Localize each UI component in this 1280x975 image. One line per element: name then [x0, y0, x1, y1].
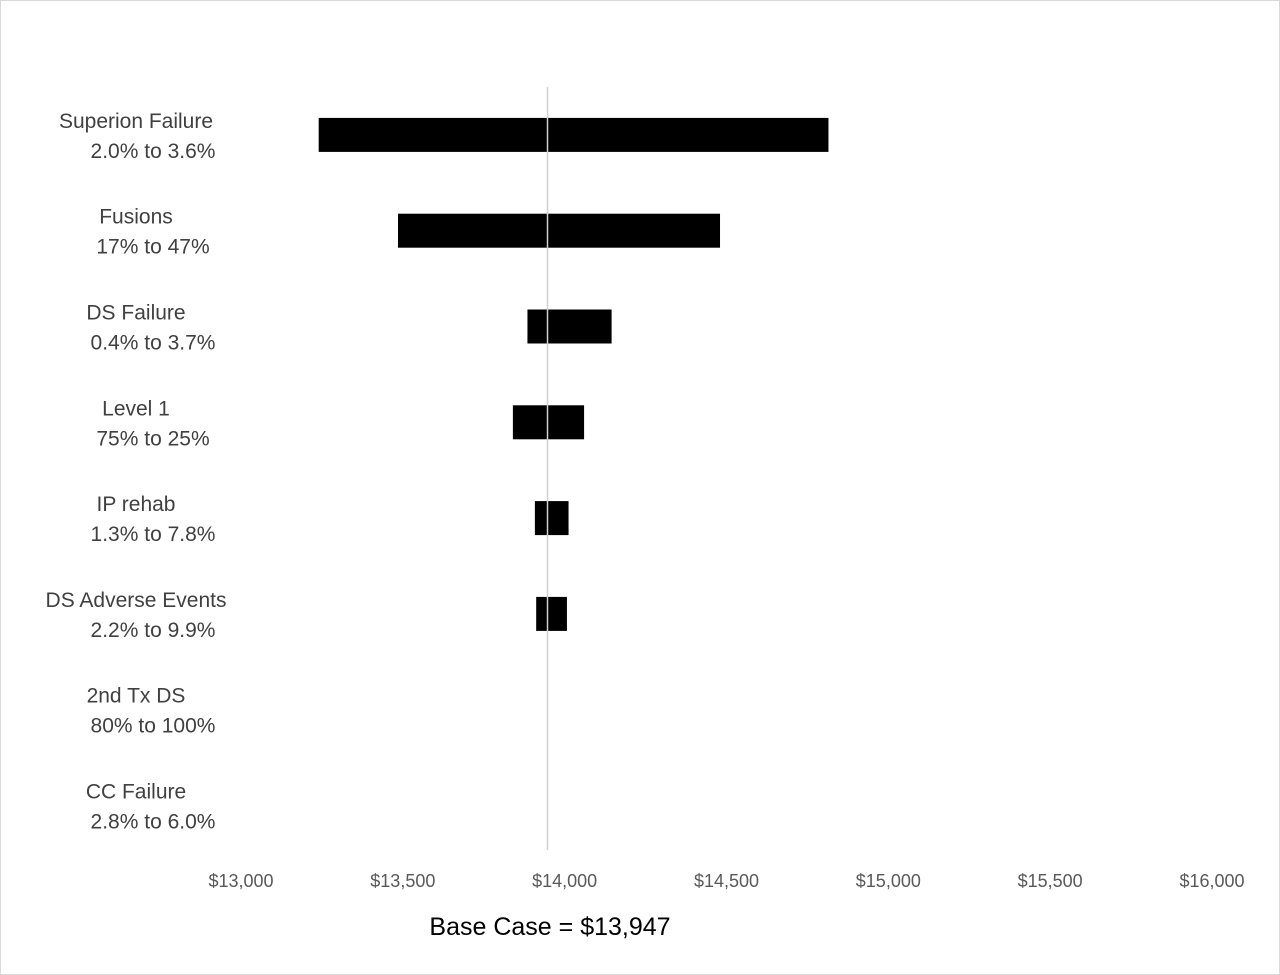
x-axis-tick-labels: $13,000 $13,500 $14,000 $14,500 $15,000 $15,5…	[208, 871, 1244, 891]
bars-group	[318, 117, 829, 631]
category-name: Fusions	[99, 206, 173, 229]
category-range: 0.4% to 3.7%	[91, 332, 216, 355]
category-name: Superion Failure	[59, 110, 213, 133]
x-tick-label: $15,500	[1018, 871, 1083, 891]
category-range: 1.3% to 7.8%	[91, 523, 216, 546]
x-tick-label: $14,500	[694, 871, 759, 891]
bar-ds-failure	[527, 309, 612, 344]
bar-ds-adverse-events	[536, 596, 567, 631]
category-range: 2.0% to 3.6%	[91, 140, 216, 163]
bar-ip-rehab	[534, 501, 569, 536]
category-name: 2nd Tx DS	[87, 685, 186, 708]
category-range: 80% to 100%	[91, 715, 216, 738]
category-name: CC Failure	[86, 781, 186, 804]
x-tick-label: $16,000	[1179, 871, 1244, 891]
x-tick-label: $14,000	[532, 871, 597, 891]
category-name: DS Failure	[86, 302, 185, 325]
category-range: 17% to 47%	[96, 236, 209, 259]
x-tick-label: $13,000	[208, 871, 273, 891]
base-case-label: Base Case = $13,947	[429, 913, 670, 941]
category-labels: Superion Failure 2.0% to 3.6% Fusions 17% t…	[46, 110, 227, 834]
x-tick-label: $15,000	[856, 871, 921, 891]
bar-level-1	[512, 405, 585, 440]
x-tick-label: $13,500	[370, 871, 435, 891]
bar-superion-failure	[318, 117, 829, 152]
category-name: Level 1	[102, 397, 170, 420]
category-range: 2.8% to 6.0%	[91, 811, 216, 834]
category-name: IP rehab	[96, 493, 175, 516]
category-range: 2.2% to 9.9%	[91, 619, 216, 642]
bar-fusions	[397, 213, 721, 248]
category-name: DS Adverse Events	[46, 589, 227, 612]
category-range: 75% to 25%	[96, 427, 209, 450]
